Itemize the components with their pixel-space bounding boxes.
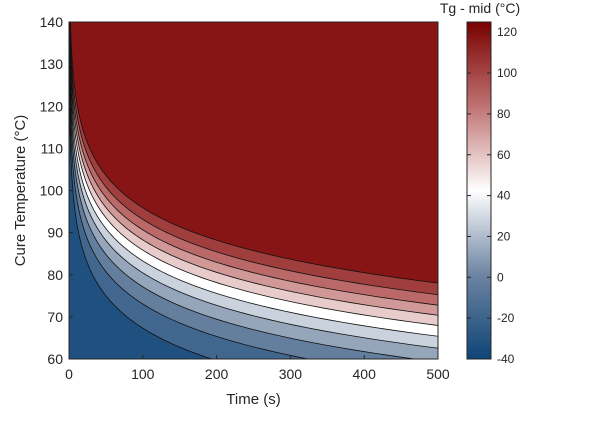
colorbar-tick-label: -20 bbox=[497, 311, 515, 325]
colorbar-tick-label: -40 bbox=[497, 352, 515, 366]
contour-line bbox=[69, 22, 438, 296]
x-axis-label: Time (s) bbox=[226, 391, 280, 408]
x-tick-label: 0 bbox=[65, 366, 73, 382]
colorbar-tick-label: 120 bbox=[497, 25, 517, 39]
colorbar-label: Tg - mid (°C) bbox=[440, 0, 520, 16]
x-axis: 0 100 200 300 400 500 bbox=[65, 355, 450, 382]
colorbar-tick-label: 20 bbox=[497, 229, 511, 243]
x-tick-label: 100 bbox=[131, 366, 155, 382]
y-tick-label: 120 bbox=[40, 98, 64, 114]
contour-band bbox=[69, 22, 438, 359]
y-tick-label: 110 bbox=[41, 140, 64, 156]
colorbar-tick-label: 40 bbox=[497, 189, 511, 203]
contour-line bbox=[69, 22, 438, 306]
y-axis-label: Cure Temperature (°C) bbox=[12, 115, 29, 267]
y-tick-label: 80 bbox=[47, 267, 63, 283]
contour-band bbox=[69, 22, 212, 359]
y-tick-label: 140 bbox=[40, 14, 64, 30]
x-tick-label: 300 bbox=[279, 366, 303, 382]
contour-line bbox=[69, 22, 438, 284]
colorbar-tick-label: 100 bbox=[497, 66, 517, 80]
x-tick-label: 200 bbox=[205, 366, 229, 382]
contour-lines bbox=[69, 22, 438, 359]
y-tick-label: 100 bbox=[40, 183, 64, 199]
colorbar-ticks: -40 -20 0 20 40 60 80 100 120 bbox=[467, 25, 517, 366]
y-tick-label: 60 bbox=[47, 351, 63, 367]
contour-line bbox=[69, 22, 438, 326]
y-tick-label: 90 bbox=[47, 225, 63, 241]
contour-bands bbox=[69, 22, 438, 359]
y-axis: 60 70 80 90 100 110 120 130 140 bbox=[40, 14, 73, 367]
colorbar-tick-label: 60 bbox=[497, 148, 511, 162]
y-tick-label: 130 bbox=[40, 56, 64, 72]
colorbar-tick-label: 0 bbox=[497, 270, 504, 284]
y-tick-label: 70 bbox=[47, 309, 63, 325]
x-tick-label: 400 bbox=[353, 366, 377, 382]
contour-line bbox=[69, 22, 438, 316]
colorbar bbox=[466, 21, 492, 360]
colorbar-tick-label: 80 bbox=[497, 107, 511, 121]
x-tick-label: 500 bbox=[426, 366, 450, 382]
